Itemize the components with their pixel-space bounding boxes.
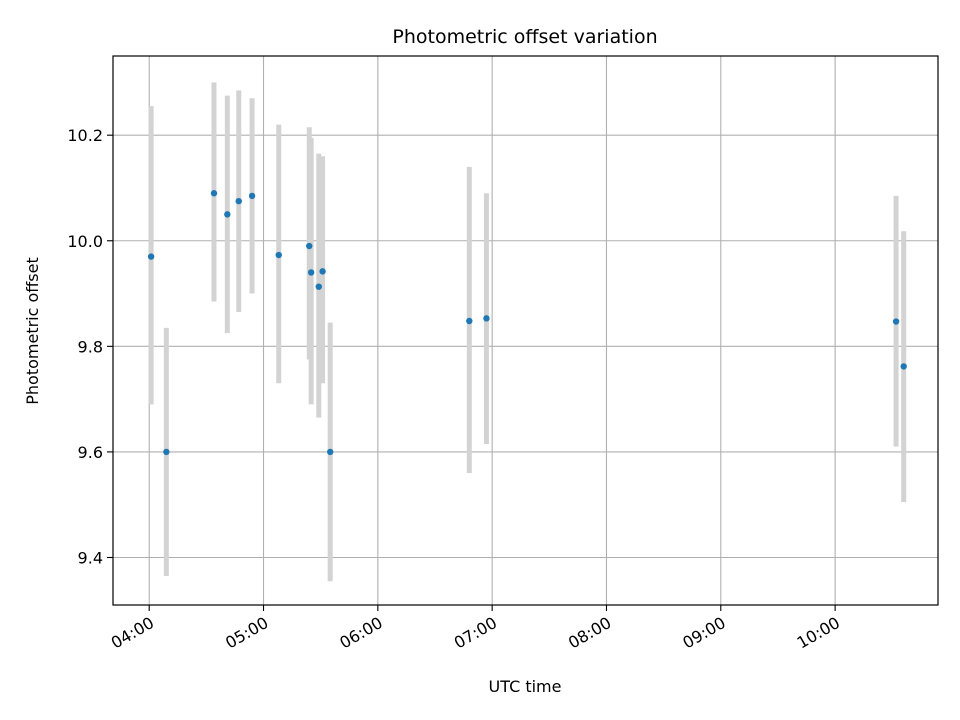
plot-frame <box>112 55 939 606</box>
data-point <box>248 192 256 200</box>
data-point <box>900 363 907 370</box>
data-point <box>147 253 155 260</box>
chart-title: Photometric offset variation <box>392 26 657 48</box>
data-point <box>483 315 490 322</box>
data-point <box>307 269 315 276</box>
data-point <box>210 190 218 197</box>
data-point <box>224 211 231 218</box>
y-tick-label: 9.4 <box>78 548 103 567</box>
data-points <box>147 190 907 456</box>
y-tick-label: 9.8 <box>78 337 103 356</box>
y-tick-label: 9.6 <box>78 443 103 462</box>
y-tick-label: 10.2 <box>67 126 103 145</box>
data-point <box>163 448 170 456</box>
x-axis-title: UTC time <box>489 677 562 696</box>
data-point <box>466 317 473 325</box>
data-point <box>319 268 326 275</box>
y-axis: 9.4 9.6 9.8 10.0 10.2 <box>67 126 113 567</box>
data-point <box>892 318 900 325</box>
y-axis-title: Photometric offset <box>23 257 42 405</box>
y-tick-label: 10.0 <box>67 232 103 251</box>
data-point <box>327 448 334 456</box>
data-point <box>315 283 322 290</box>
data-point <box>306 242 313 250</box>
data-point <box>275 251 282 259</box>
data-point <box>235 197 242 205</box>
